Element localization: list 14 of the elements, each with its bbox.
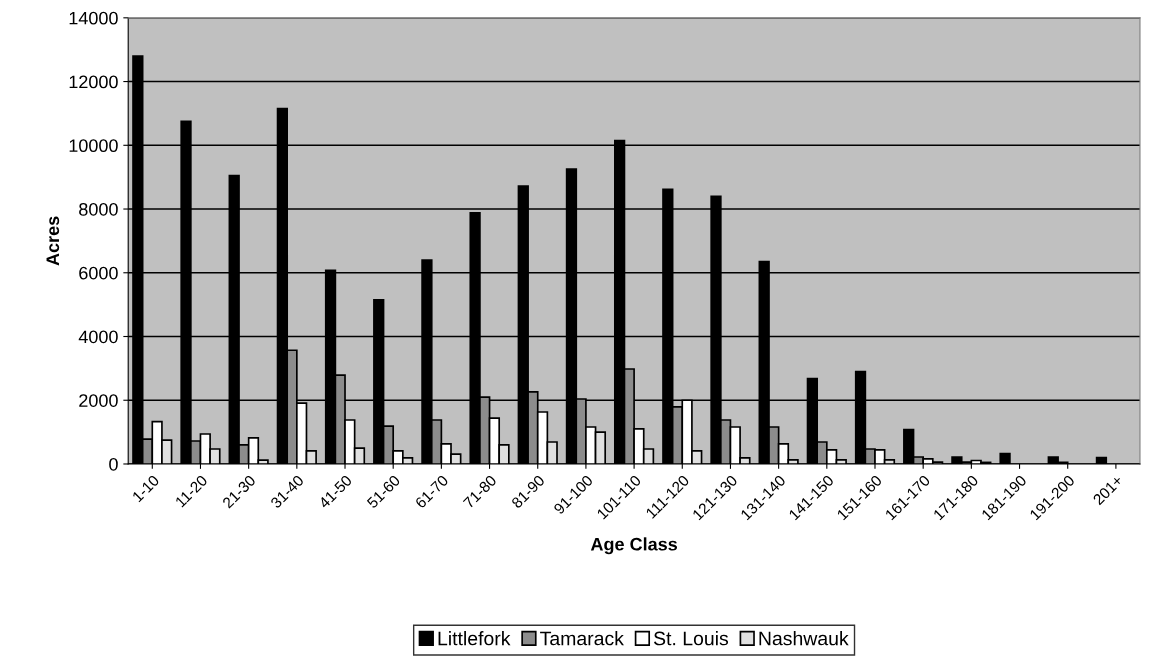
y-tick-label: 14000 (69, 11, 118, 25)
y-tick-label: 6000 (79, 266, 118, 280)
legend-label: St. Louis (653, 631, 729, 646)
legend-label: Littlefork (438, 631, 511, 646)
y-tick-label: 2000 (79, 394, 118, 407)
y-tick-label: 10000 (69, 139, 118, 153)
legend-label: Tamarack (540, 631, 624, 646)
y-tick-label: 0 (109, 457, 118, 471)
y-tick-label: 12000 (69, 75, 118, 89)
y-tick-label: 4000 (78, 330, 118, 344)
legend-label: Nashwauk (759, 631, 849, 646)
y-axis-title: Acres (46, 216, 60, 266)
y-tick-label: 8000 (79, 202, 118, 216)
x-axis-title: Age Class (590, 537, 678, 555)
